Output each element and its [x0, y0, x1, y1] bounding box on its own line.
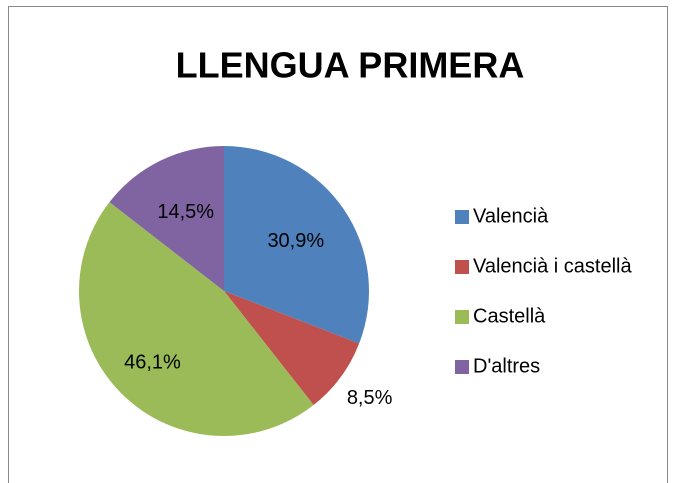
- legend-swatch: [455, 360, 469, 374]
- legend-swatch: [455, 310, 469, 324]
- data-label: 8,5%: [347, 387, 393, 409]
- pie-slice: [224, 146, 369, 344]
- pie-slice: [79, 202, 314, 436]
- data-label: 30,9%: [267, 230, 324, 252]
- legend-label: D'altres: [473, 355, 540, 377]
- data-label: 46,1%: [124, 351, 181, 373]
- legend-label: Valencià: [473, 205, 549, 227]
- legend-label: Castellà: [473, 305, 546, 327]
- pie-slice: [224, 291, 360, 406]
- pie-slice: [109, 146, 224, 291]
- data-label: 14,5%: [157, 201, 214, 223]
- legend-swatch: [455, 260, 469, 274]
- chart-border: [8, 6, 668, 483]
- legend-swatch: [455, 210, 469, 224]
- chart-title: LLENGUA PRIMERA: [176, 45, 525, 86]
- legend-label: Valencià i castellà: [473, 255, 632, 277]
